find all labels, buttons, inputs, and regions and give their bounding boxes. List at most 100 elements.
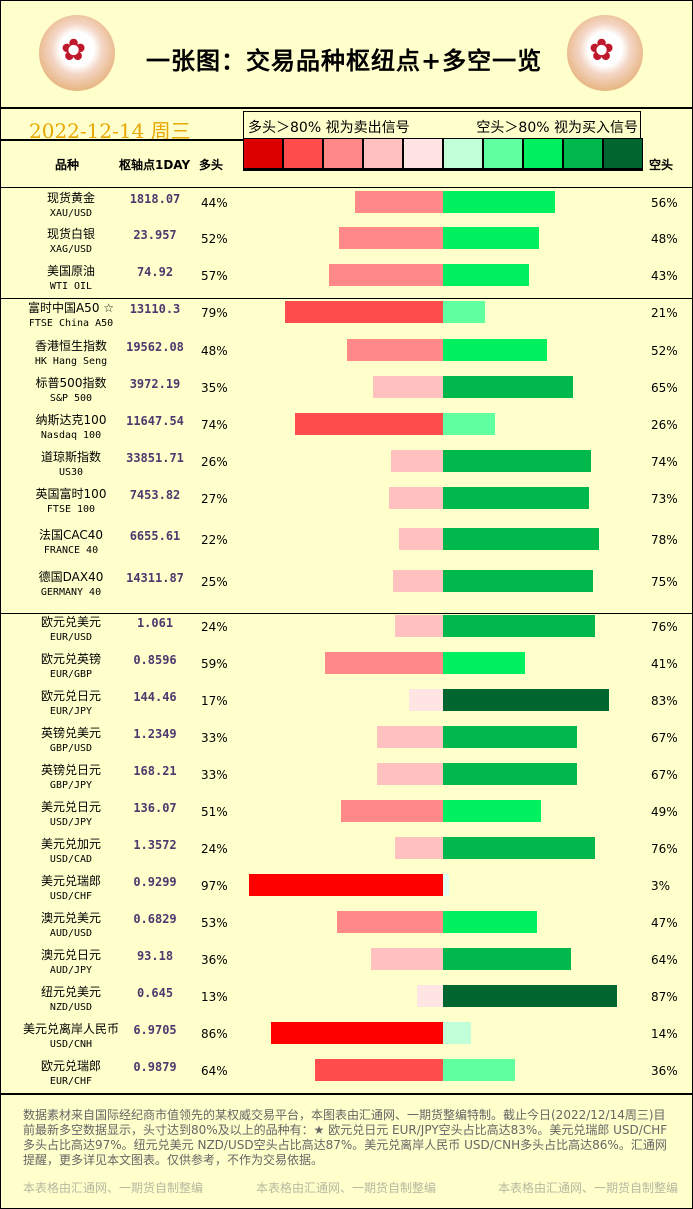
instrument-name: 欧元兑英镑 EUR/GBP: [21, 652, 121, 682]
short-bar: [443, 191, 555, 213]
instrument-code: FRANCE 40: [43, 545, 99, 556]
color-swatch: [483, 138, 523, 169]
legend-left: 多头＞80% 视为卖出信号: [248, 120, 410, 136]
long-percent: 97%: [201, 879, 228, 893]
short-bar: [443, 264, 529, 286]
instrument-code: USD/CNH: [49, 1039, 93, 1050]
long-percent: 24%: [201, 620, 228, 634]
instrument-code: GBP/JPY: [49, 780, 93, 791]
instrument-code: AUD/JPY: [49, 965, 93, 976]
short-percent: 56%: [651, 196, 678, 210]
pivot-value: 6.9705: [133, 1023, 177, 1037]
long-bar: [371, 948, 443, 970]
long-bar: [315, 1059, 443, 1081]
instrument-cn: 欧元兑美元: [40, 615, 101, 629]
instrument-cn: 现货黄金: [46, 191, 95, 205]
color-swatch: [323, 138, 363, 169]
long-percent: 27%: [201, 492, 228, 506]
instrument-name: 香港恒生指数 HK Hang Seng: [21, 339, 121, 369]
instrument-cn: 美元兑日元: [40, 800, 101, 814]
instrument-name: 欧元兑瑞郎 EUR/CHF: [21, 1059, 121, 1089]
short-percent: 36%: [651, 1064, 678, 1078]
long-bar: [249, 874, 443, 896]
long-bar: [377, 726, 443, 748]
long-bar: [409, 689, 443, 711]
long-percent: 33%: [201, 731, 228, 745]
long-bar: [389, 487, 443, 509]
flower-icon: ✿: [61, 33, 87, 68]
instrument-cn: 美元兑瑞郎: [40, 874, 101, 888]
page-title: 一张图：交易品种枢纽点+多空一览: [146, 47, 543, 75]
long-bar: [347, 339, 443, 361]
instrument-name: 美元兑离岸人民币 USD/CNH: [21, 1022, 121, 1052]
pivot-value: 93.18: [136, 949, 174, 963]
color-swatch: [443, 138, 483, 169]
pivot-value: 1818.07: [129, 192, 181, 206]
logo-left: ✿: [39, 15, 115, 91]
color-swatch: [603, 138, 643, 169]
short-percent: 49%: [651, 805, 678, 819]
pivot-value: 13110.3: [129, 302, 181, 316]
instrument-code: EUR/CHF: [49, 1076, 93, 1087]
pivot-value: 33851.71: [126, 451, 184, 465]
pivot-value: 11647.54: [126, 414, 184, 428]
instrument-code: EUR/USD: [49, 632, 93, 643]
long-bar: [285, 301, 443, 323]
instrument-name: 标普500指数 S&P 500: [21, 376, 121, 406]
long-percent: 44%: [201, 196, 228, 210]
long-percent: 22%: [201, 533, 228, 547]
short-percent: 83%: [651, 694, 678, 708]
instrument-name: 欧元兑日元 EUR/JPY: [21, 689, 121, 719]
short-bar: [443, 948, 571, 970]
pivot-value: 0.645: [136, 986, 174, 1000]
short-bar: [443, 301, 485, 323]
instrument-name: 澳元兑日元 AUD/JPY: [21, 948, 121, 978]
short-bar: [443, 689, 609, 711]
short-percent: 87%: [651, 990, 678, 1004]
watermark: 本表格由汇通网、一期货自制整编: [23, 1181, 204, 1195]
long-percent: 59%: [201, 657, 228, 671]
pivot-value: 136.07: [133, 801, 177, 815]
pivot-value: 19562.08: [126, 340, 184, 354]
long-percent: 79%: [201, 306, 228, 320]
instrument-code: NZD/USD: [49, 1002, 93, 1013]
pivot-value: 0.6829: [133, 912, 177, 926]
short-percent: 48%: [651, 232, 678, 246]
instrument-cn: 香港恒生指数: [34, 339, 107, 353]
short-bar: [443, 652, 525, 674]
short-percent: 14%: [651, 1027, 678, 1041]
long-bar: [377, 763, 443, 785]
long-percent: 51%: [201, 805, 228, 819]
short-bar: [443, 615, 595, 637]
short-percent: 52%: [651, 344, 678, 358]
color-scale: [243, 138, 643, 171]
instrument-cn: 纽元兑美元: [40, 985, 101, 999]
instrument-name: 美元兑瑞郎 USD/CHF: [21, 874, 121, 904]
short-percent: 21%: [651, 306, 678, 320]
color-swatch: [363, 138, 403, 169]
short-percent: 78%: [651, 533, 678, 547]
pivot-value: 144.46: [133, 690, 177, 704]
instrument-cn: 英镑兑日元: [40, 763, 101, 777]
pivot-value: 7453.82: [129, 488, 181, 502]
divider: [1, 1093, 692, 1095]
instrument-name: 富时中国A50 ☆ FTSE China A50: [21, 301, 121, 331]
long-bar: [271, 1022, 443, 1044]
divider: [1, 298, 692, 299]
short-percent: 65%: [651, 381, 678, 395]
long-percent: 17%: [201, 694, 228, 708]
long-percent: 53%: [201, 916, 228, 930]
pivot-value: 1.061: [136, 616, 174, 630]
pivot-value: 1.3572: [133, 838, 177, 852]
divider: [1, 187, 692, 188]
long-percent: 24%: [201, 842, 228, 856]
short-percent: 76%: [651, 842, 678, 856]
pivot-value: 3972.19: [129, 377, 181, 391]
long-bar: [399, 528, 443, 550]
short-bar: [443, 911, 537, 933]
instrument-name: 现货白银 XAG/USD: [21, 227, 121, 257]
short-percent: 43%: [651, 269, 678, 283]
instrument-name: 纳斯达克100 Nasdaq 100: [21, 413, 121, 443]
instrument-cn: 欧元兑日元: [40, 689, 101, 703]
